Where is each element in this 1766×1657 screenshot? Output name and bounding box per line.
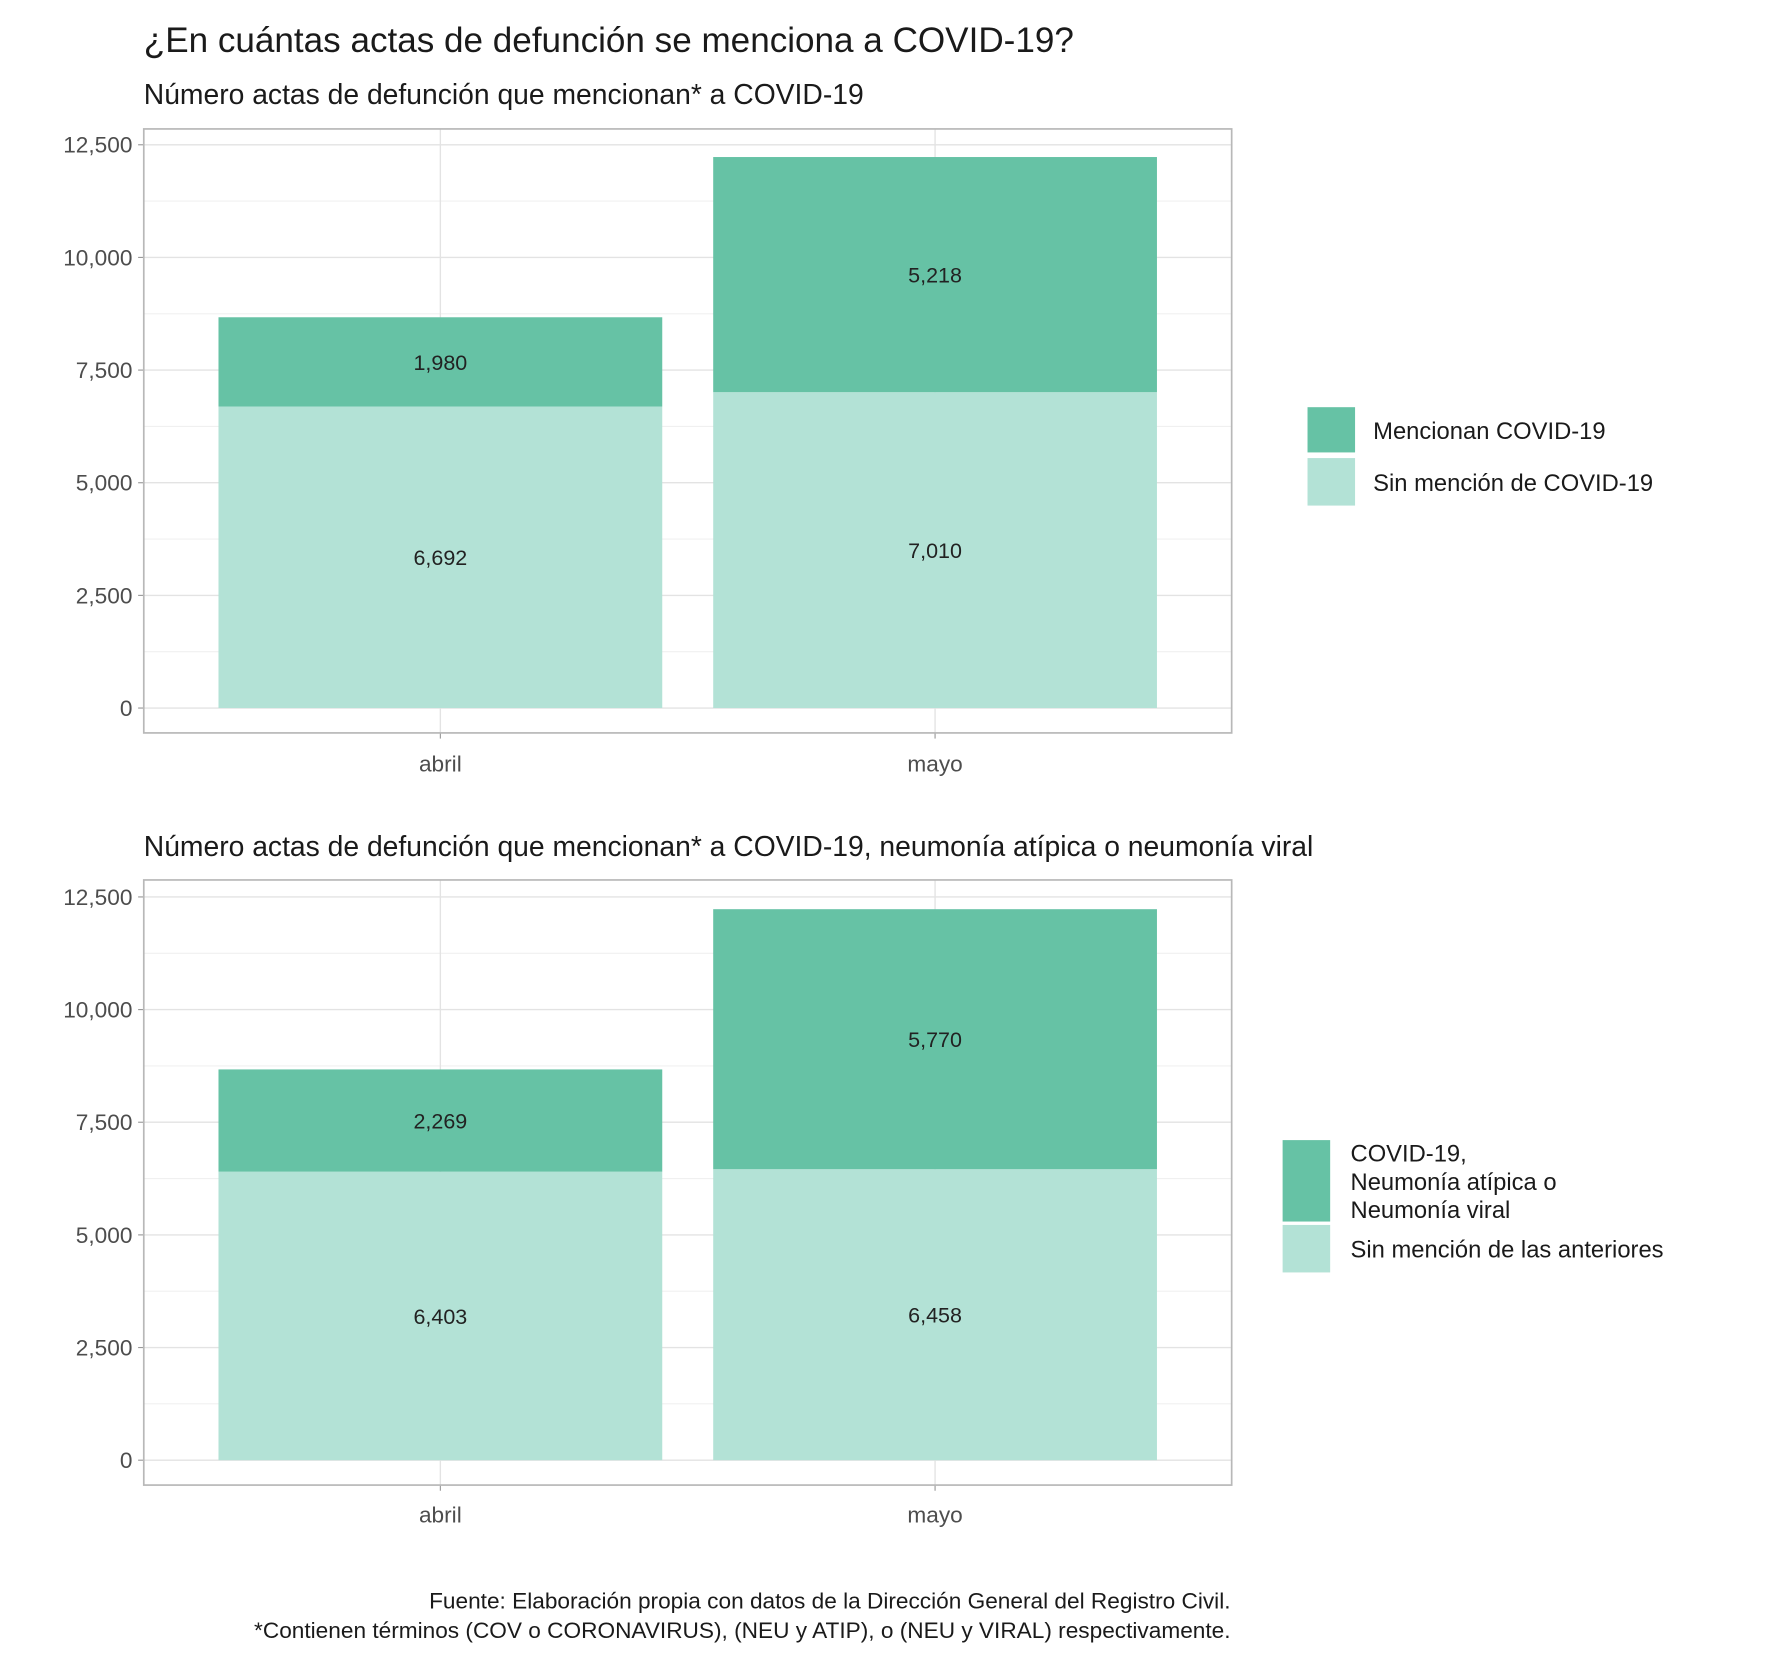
legend-label: Sin mención de COVID-19 [1373,470,1653,497]
legend-label: Sin mención de las anteriores [1351,1237,1664,1264]
x-tick-label: abril [419,751,462,776]
panel-1: 0 2,500 5,000 7,500 10,000 12,500 abril 6,692 1,… [63,128,1653,776]
y-tick-label: 2,500 [76,583,133,608]
y-tick-label: 12,500 [63,885,132,910]
legend-label-line: Mencionan COVID-19 [1373,418,1605,445]
legend-label-line: Sin mención de las anteriores [1351,1237,1664,1264]
y-tick-label: 0 [120,696,133,721]
legend-label-line: COVID-19, [1351,1141,1467,1168]
chart-title: ¿En cuántas actas de defunción se mencio… [144,21,1074,60]
panel-border [142,128,1233,734]
y-tick-label: 7,500 [76,1110,133,1135]
caption-note: *Contienen términos (COV o CORONAVIRUS),… [254,1618,1231,1643]
legend-label: COVID-19, Neumonía atípica o Neumonía vira… [1351,1141,1557,1225]
y-tick-label: 7,500 [76,358,133,383]
bar-segment [218,317,663,407]
legend-label-line: Neumonía viral [1351,1197,1511,1224]
legend-label: Mencionan COVID-19 [1373,418,1605,445]
x-tick-label: mayo [907,1502,962,1527]
panel-2: 0 2,500 5,000 7,500 10,000 12,500 abril 6,403 2,… [63,879,1664,1527]
caption-source: Fuente: Elaboración propia con datos de … [429,1588,1230,1613]
y-tick-label: 5,000 [76,471,133,496]
legend-key [1307,458,1356,506]
legend-label-line: Neumonía atípica o [1351,1169,1557,1196]
panel-border [142,879,1233,1486]
data-label: 7,010 [908,539,962,563]
subtitle-1: Número actas de defunción que mencionan*… [144,78,864,110]
data-label: 2,269 [413,1109,467,1133]
y-tick-label: 2,500 [76,1335,133,1360]
data-label: 5,218 [908,264,962,288]
data-label: 6,403 [413,1305,467,1329]
legend-label-line: Sin mención de COVID-19 [1373,470,1653,497]
bar-segment [713,392,1157,709]
y-tick-label: 0 [120,1448,133,1473]
bar-segment [713,1169,1157,1461]
data-label: 6,692 [413,546,467,570]
data-label: 5,770 [908,1028,962,1052]
bar-segment [218,406,663,709]
y-tick-label: 10,000 [63,245,132,270]
legend-key [1307,407,1356,453]
legend-key [1282,1224,1331,1273]
y-tick-label: 12,500 [63,133,132,158]
bar-segment [218,1171,663,1461]
data-label: 1,980 [413,351,467,375]
y-tick-label: 10,000 [63,998,132,1023]
x-tick-label: abril [419,1502,462,1527]
bar-segment [218,1069,663,1172]
subtitle-2: Número actas de defunción que mencionan*… [144,830,1314,862]
bar-segment [713,909,1157,1170]
x-tick-label: mayo [907,751,962,776]
bar-segment [713,157,1157,393]
data-label: 6,458 [908,1304,962,1328]
legend-key [1282,1140,1331,1222]
y-tick-label: 5,000 [76,1223,133,1248]
